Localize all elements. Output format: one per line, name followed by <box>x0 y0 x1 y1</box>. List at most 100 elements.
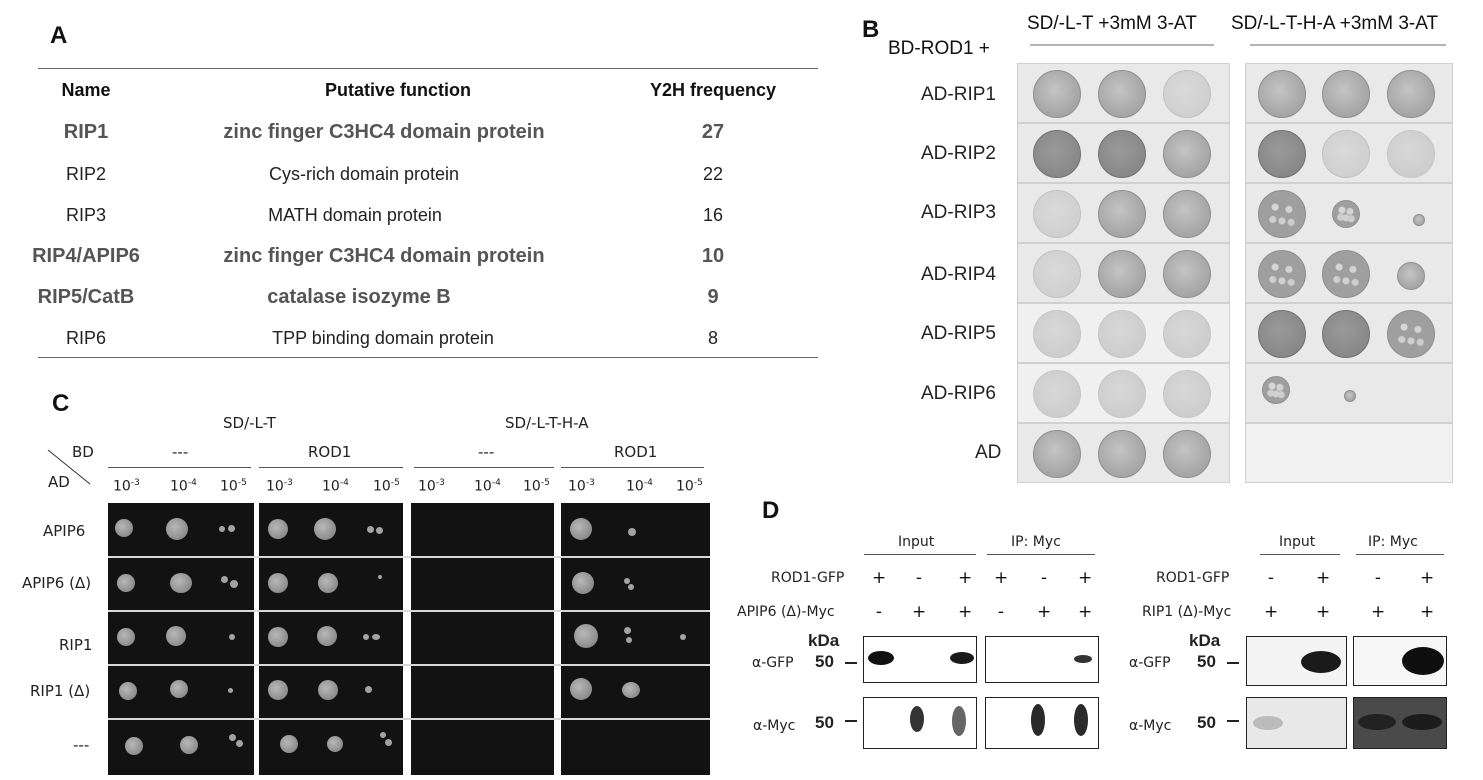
western-blot <box>1246 636 1347 686</box>
row-name: RIP4/APIP6 <box>32 245 140 267</box>
row-frequency: 16 <box>702 205 724 225</box>
sign: - <box>1267 568 1275 588</box>
plate-strip <box>1245 363 1453 423</box>
western-blot <box>1353 697 1447 749</box>
construct-label: APIP6 (Δ)-Myc <box>737 604 835 620</box>
sign: + <box>1078 568 1093 588</box>
row-name: RIP2 <box>65 164 107 184</box>
sign: + <box>872 568 887 588</box>
table-bottom-rule <box>38 357 818 358</box>
header-underline <box>1030 44 1214 46</box>
dilution-label: 10-4 <box>626 478 653 495</box>
medium-label: SD/-L-T <box>223 414 276 432</box>
sign: - <box>997 602 1005 622</box>
group-rule <box>561 467 704 468</box>
row-label: AD-RIP6 <box>921 383 996 404</box>
plate-strip <box>1017 303 1230 363</box>
mw-label: 50 <box>1197 713 1216 732</box>
sign: + <box>994 568 1009 588</box>
sign: + <box>1316 602 1331 622</box>
row-label: --- <box>73 736 90 754</box>
mw-tick <box>845 662 857 664</box>
bd-group-label: --- <box>172 443 189 461</box>
group-rule <box>108 467 251 468</box>
dilution-label: 10-3 <box>418 478 445 495</box>
plate-strip <box>1245 183 1453 243</box>
table-top-rule <box>38 68 818 69</box>
antibody-label: α-GFP <box>752 655 794 671</box>
western-blot <box>985 636 1099 683</box>
sign: + <box>1420 568 1435 588</box>
sign: + <box>958 602 973 622</box>
dilution-label: 10-5 <box>523 478 550 495</box>
row-function: TPP binding domain protein <box>272 328 494 348</box>
header-frequency: Y2H frequency <box>649 80 777 100</box>
ip-header: IP: Myc <box>1368 534 1418 550</box>
dilution-label: 10-3 <box>568 478 595 495</box>
mw-tick <box>1227 662 1239 664</box>
plate-sd-ltha-empty <box>411 503 554 775</box>
mw-tick <box>1227 720 1239 722</box>
antibody-label: α-GFP <box>1129 655 1171 671</box>
row-label: AD-RIP4 <box>921 264 996 285</box>
header-function: Putative function <box>324 80 472 100</box>
western-blot <box>863 697 977 749</box>
construct-label: ROD1-GFP <box>1156 570 1230 586</box>
row-name: RIP1 <box>63 121 109 143</box>
plate-strip <box>1017 123 1230 183</box>
row-label: APIP6 (Δ) <box>22 574 92 592</box>
western-blot <box>985 697 1099 749</box>
western-blot <box>1246 697 1347 749</box>
dilution-label: 10-4 <box>170 478 197 495</box>
bd-group-label: --- <box>478 443 495 461</box>
sign: - <box>1374 568 1382 588</box>
ip-rule <box>987 554 1095 555</box>
row-label: AD-RIP5 <box>921 323 996 344</box>
dilution-label: 10-4 <box>474 478 501 495</box>
input-rule <box>864 554 976 555</box>
header-underline <box>1250 44 1446 46</box>
sign: - <box>1040 568 1048 588</box>
plate-strip <box>1245 303 1453 363</box>
group-rule <box>414 467 554 468</box>
plate-strip <box>1245 123 1453 183</box>
row-name: RIP5/CatB <box>37 286 135 308</box>
sign: + <box>912 602 927 622</box>
kda-label: kDa <box>808 631 840 650</box>
plate-strip <box>1245 243 1453 303</box>
row-frequency: 27 <box>701 121 725 143</box>
plate-strip <box>1017 243 1230 303</box>
row-frequency: 22 <box>702 164 724 184</box>
row-label: AD-RIP1 <box>921 84 996 105</box>
input-header: Input <box>898 534 935 550</box>
sign: + <box>958 568 973 588</box>
row-divider <box>108 664 710 666</box>
plate-strip <box>1017 423 1230 483</box>
dilution-label: 10-3 <box>266 478 293 495</box>
header-name: Name <box>61 80 111 100</box>
panel-c-letter: C <box>52 390 70 417</box>
medium-header-1: SD/-L-T +3mM 3-AT <box>1027 13 1197 34</box>
sign: - <box>875 602 883 622</box>
ip-header: IP: Myc <box>1011 534 1061 550</box>
dilution-label: 10-5 <box>373 478 400 495</box>
row-function: zinc finger C3HC4 domain protein <box>223 121 545 143</box>
panel-a-letter: A <box>50 22 68 49</box>
antibody-label: α-Myc <box>1129 718 1172 734</box>
panel-d-letter: D <box>762 497 780 524</box>
dilution-label: 10-5 <box>220 478 247 495</box>
row-label: RIP1 (Δ) <box>30 682 91 700</box>
row-name: RIP6 <box>65 328 107 348</box>
plate-strip <box>1017 63 1230 123</box>
input-rule <box>1260 554 1340 555</box>
row-label: APIP6 <box>43 522 86 540</box>
dilution-label: 10-3 <box>113 478 140 495</box>
bd-ad-diagonal <box>47 449 91 485</box>
sign: - <box>915 568 923 588</box>
sign: + <box>1037 602 1052 622</box>
mw-label: 50 <box>815 713 834 732</box>
row-divider <box>108 556 710 558</box>
dilution-label: 10-5 <box>676 478 703 495</box>
mw-label: 50 <box>815 652 834 671</box>
row-frequency: 10 <box>701 245 725 267</box>
